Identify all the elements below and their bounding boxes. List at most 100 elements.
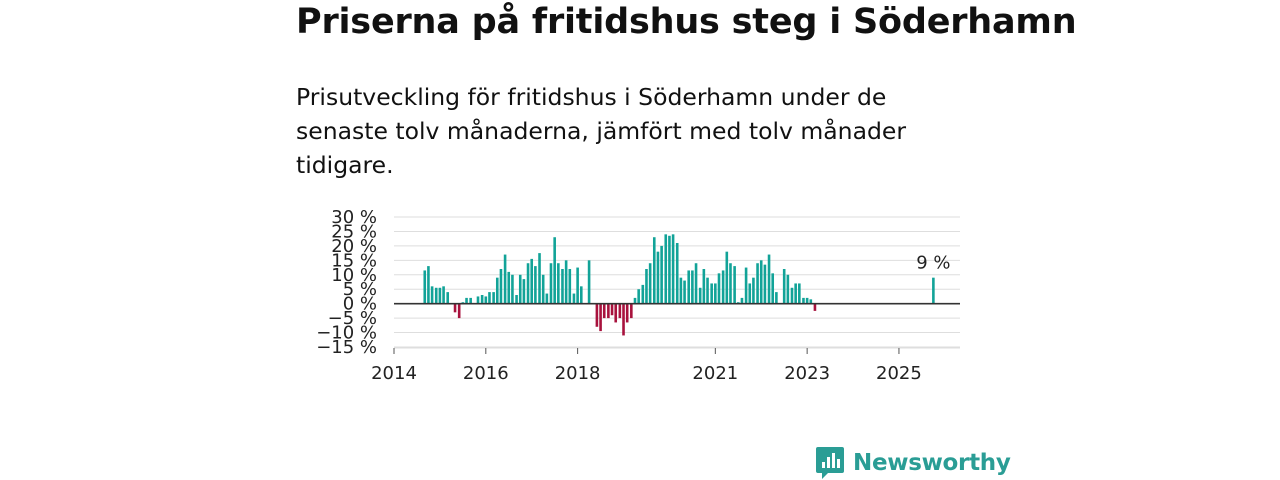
bar [607, 303, 610, 319]
bar [430, 286, 434, 304]
bar [775, 292, 778, 304]
bar [610, 303, 614, 316]
bar [564, 260, 568, 304]
bar [484, 296, 488, 304]
bar [427, 266, 430, 304]
x-tick-label: 2023 [784, 363, 830, 384]
bar [767, 254, 771, 304]
bar [717, 273, 721, 304]
bar [691, 270, 694, 304]
bar [553, 237, 556, 304]
bar [687, 270, 691, 304]
bar [675, 243, 679, 304]
bar [637, 289, 640, 304]
bar [683, 280, 686, 304]
bar [522, 279, 526, 304]
bar [503, 254, 507, 304]
y-tick-label: 15 % [331, 250, 377, 271]
bar [595, 303, 599, 327]
bar [786, 274, 790, 304]
bar [729, 263, 732, 304]
bar [752, 277, 755, 304]
x-tick-label: 2014 [371, 363, 417, 384]
bar [809, 299, 813, 304]
bar [763, 264, 767, 304]
bar [790, 287, 794, 304]
bar [530, 258, 534, 304]
bar [759, 260, 763, 304]
bar [679, 277, 683, 304]
x-tick-label: 2018 [555, 363, 601, 384]
bar [614, 303, 618, 323]
bar [671, 234, 675, 304]
bar [702, 269, 706, 304]
bar [453, 303, 457, 313]
bar [932, 277, 935, 304]
bar [492, 292, 495, 304]
x-axis: 2014 2016 2018 2021 2023 2025 [371, 302, 960, 384]
y-axis-ticks: 30 %25 %20 %15 %10 %5 %0 %−5 %−10 %−15 % [316, 207, 377, 358]
bar [798, 283, 801, 304]
y-tick-label: 10 % [331, 265, 377, 286]
bar [748, 283, 752, 304]
y-tick-label: 25 % [331, 221, 377, 242]
bar [630, 303, 633, 319]
bar [434, 287, 438, 304]
bar [442, 286, 445, 304]
bar [652, 237, 656, 304]
bar [725, 251, 729, 304]
y-tick-label: −10 % [316, 323, 377, 344]
bar [538, 253, 541, 304]
bar [794, 283, 797, 304]
bar [480, 295, 484, 304]
x-tick-label: 2025 [876, 363, 922, 384]
y-tick-label: 30 % [331, 207, 377, 228]
bars [423, 234, 935, 336]
bar [568, 269, 572, 304]
bar [549, 263, 553, 304]
bar [618, 303, 622, 319]
bar [694, 263, 698, 304]
bar [625, 303, 629, 323]
bar [579, 286, 583, 304]
bar [511, 274, 514, 304]
bar [805, 297, 809, 304]
bar [771, 273, 775, 304]
bar [740, 297, 744, 304]
brand-logo: Newsworthy [815, 446, 1011, 480]
y-tick-label: 20 % [331, 236, 377, 257]
bar [782, 269, 786, 304]
bar [438, 287, 442, 304]
bar [706, 277, 709, 304]
bar [457, 303, 461, 319]
bar [721, 270, 725, 304]
bar [622, 303, 625, 336]
bar [587, 260, 591, 304]
bar [698, 287, 702, 304]
newsworthy-logo-icon [816, 447, 844, 479]
bar [561, 269, 564, 304]
bar [744, 267, 748, 304]
bar [641, 284, 645, 304]
value-annotation: 9 % [916, 253, 950, 274]
bar [541, 274, 545, 304]
bar [526, 263, 530, 304]
bar [495, 277, 499, 304]
bar [423, 270, 427, 304]
chart-subtitle: Prisutveckling för fritidshus i Söderham… [296, 83, 907, 179]
bar [633, 297, 637, 304]
y-tick-label: −15 % [316, 337, 377, 358]
bar [813, 303, 817, 311]
bar [802, 297, 805, 304]
bar [660, 245, 663, 304]
bar [515, 295, 518, 304]
bar [469, 297, 472, 304]
bar [656, 251, 660, 304]
bar [572, 293, 576, 304]
bar [518, 274, 522, 304]
bar [602, 303, 606, 319]
bar [668, 235, 671, 304]
bar [599, 303, 602, 332]
bar [714, 283, 717, 304]
